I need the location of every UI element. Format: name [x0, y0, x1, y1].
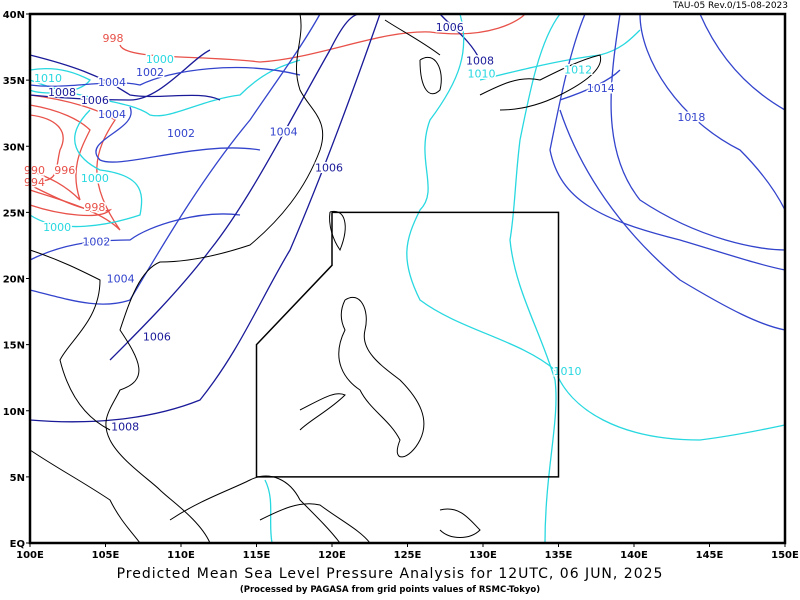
philippine-area-of-responsibility [255, 211, 560, 478]
lon-label: 135E [545, 550, 573, 560]
lat-label: 5N [10, 473, 25, 484]
lon-label: 125E [394, 550, 422, 560]
contour-label: 1010 [467, 68, 495, 81]
contour-label: 994 [24, 176, 45, 189]
contour-label: 998 [84, 201, 105, 214]
contour-label: 1002 [167, 127, 195, 140]
lat-label: 40N [3, 10, 25, 21]
isobar-line [29, 109, 143, 228]
coastline [338, 297, 425, 458]
contour-label: 1000 [81, 172, 109, 185]
lon-label: 100E [16, 550, 44, 560]
contour-label: 996 [54, 164, 75, 177]
contour-label: 998 [103, 32, 124, 45]
coastline [439, 508, 481, 538]
isobar-line [29, 68, 91, 94]
contour-label: 1006 [143, 331, 171, 344]
map-title: Predicted Mean Sea Level Pressure Analys… [116, 566, 664, 582]
contour-label: 1018 [677, 111, 705, 124]
lon-label: 140E [620, 550, 648, 560]
isobar-line [559, 69, 621, 101]
contour-label: 1006 [436, 21, 464, 34]
isobar-line [29, 104, 91, 201]
lon-label: 130E [469, 550, 497, 560]
coastline [479, 54, 602, 111]
isobar-line [29, 184, 113, 217]
contour-label: 1002 [136, 66, 164, 79]
coastline [384, 19, 441, 56]
isobar-line [559, 109, 786, 331]
coastline [29, 249, 111, 431]
isobar-line [29, 59, 301, 117]
lat-label: 25N [3, 208, 25, 219]
map-subtitle: (Processed by PAGASA from grid points va… [239, 585, 541, 595]
contour-label: 1000 [43, 221, 71, 234]
coastline [419, 57, 442, 95]
isobar-line [119, 13, 526, 63]
contour-label: 1014 [587, 82, 615, 95]
coastline [169, 475, 341, 544]
contour-label: 1004 [98, 76, 126, 89]
lon-label: 115E [243, 550, 271, 560]
contour-label: 1004 [98, 108, 126, 121]
contour-label: 1008 [466, 54, 494, 67]
contour-label: 1002 [82, 235, 110, 248]
isobar-line [610, 13, 786, 251]
lon-label: 145E [696, 550, 724, 560]
isobar-line [29, 66, 301, 87]
isobar-line [639, 13, 786, 211]
coastline [329, 210, 346, 252]
contour-label: 1004 [270, 126, 298, 139]
isobar-line [509, 13, 561, 544]
lat-label: 20N [3, 275, 25, 286]
coastline [105, 13, 324, 441]
isobar-line [109, 13, 361, 361]
isobar-line [29, 114, 64, 182]
lon-label: 150E [771, 550, 799, 560]
isobar-line [29, 49, 211, 101]
coastlines [29, 13, 602, 544]
isobar-line [479, 29, 641, 81]
contour-label: 1012 [564, 64, 592, 77]
isobar-line [406, 13, 786, 441]
coastline [299, 393, 346, 431]
lon-label: 110E [167, 550, 195, 560]
lon-label: 120E [318, 550, 346, 560]
contour-label: 1008 [48, 86, 76, 99]
isobar-line [95, 106, 261, 163]
revision-label: TAU-05 Rev.0/15-08-2023 [672, 1, 788, 11]
contour-label: 1000 [146, 53, 174, 66]
contour-label: 1004 [107, 273, 135, 286]
lat-label: 30N [3, 142, 25, 153]
contour-label: 1006 [81, 94, 109, 107]
isobar-line [29, 54, 221, 101]
contour-label: 1008 [111, 421, 139, 434]
axis-labels: 100E 105E 110E 115E 120E 125E 130E 135E 140E 145E… [3, 10, 799, 560]
lon-label: 105E [92, 550, 120, 560]
lat-label: 35N [3, 76, 25, 87]
isobar-line [264, 479, 273, 544]
lat-label: EQ [10, 539, 25, 550]
coastline [109, 439, 211, 544]
isobar-line [29, 13, 381, 423]
contour-label: 1010 [34, 72, 62, 85]
coastline [259, 503, 371, 544]
lat-label: 10N [3, 407, 25, 418]
isobar-line [549, 13, 786, 271]
isobar-line [29, 213, 241, 261]
isobar-contours [29, 13, 786, 544]
isobar-line [439, 13, 481, 61]
coastline [29, 449, 141, 544]
contour-label: 1010 [554, 365, 582, 378]
isobar-line [29, 13, 321, 305]
contour-label: 1006 [315, 161, 343, 174]
isobar-line [699, 13, 786, 111]
lat-label: 15N [3, 341, 25, 352]
